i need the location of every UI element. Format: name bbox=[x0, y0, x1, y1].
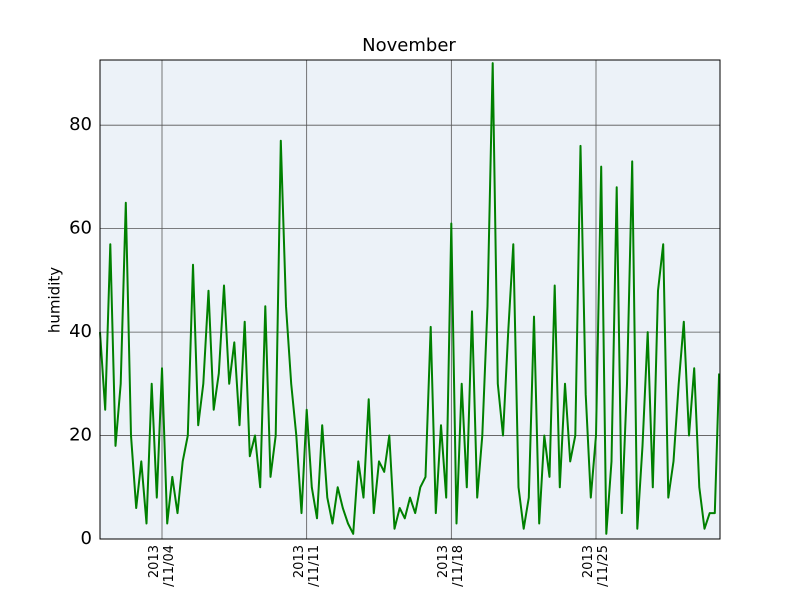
y-tick-label: 20 bbox=[69, 425, 92, 446]
y-tick-label: 60 bbox=[69, 218, 92, 239]
x-tick-label: 2013 /11/04 bbox=[147, 545, 177, 587]
plot-frame bbox=[99, 59, 721, 540]
data-line bbox=[99, 62, 721, 535]
y-axis-label: humidity bbox=[46, 267, 64, 333]
y-tick-label: 80 bbox=[69, 114, 92, 135]
y-tick-label: 40 bbox=[69, 321, 92, 342]
x-tick-label: 2013 /11/25 bbox=[581, 545, 611, 587]
chart-title: November bbox=[362, 35, 456, 56]
plot-area bbox=[100, 60, 720, 539]
x-tick-label: 2013 /11/18 bbox=[436, 545, 467, 587]
y-tick-label: 0 bbox=[81, 528, 92, 549]
x-tick-label: 2013 /11/11 bbox=[291, 545, 322, 587]
